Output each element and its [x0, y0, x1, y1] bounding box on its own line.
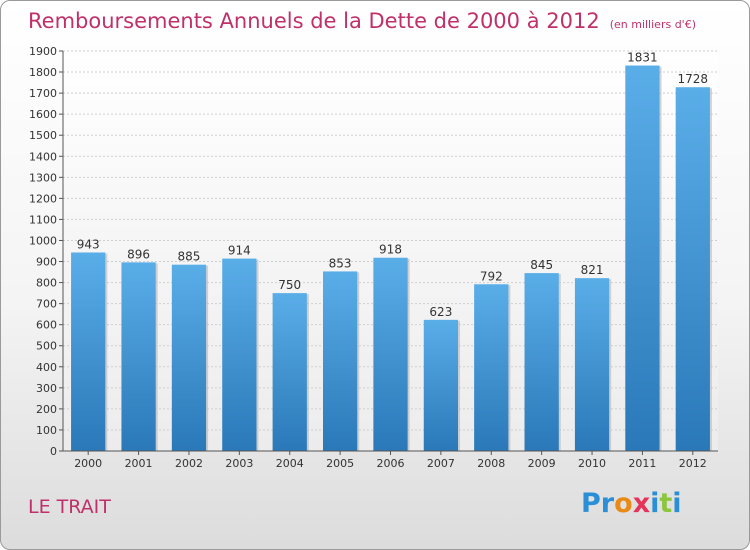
- logo-letter: o: [614, 488, 633, 519]
- x-tick-label: 2005: [326, 457, 354, 470]
- x-tick-label: 2002: [175, 457, 203, 470]
- bar: [675, 87, 710, 452]
- x-tick-label: 2003: [225, 457, 253, 470]
- proxiti-logo[interactable]: Proxiti: [581, 488, 682, 519]
- bar-value-label: 623: [429, 305, 452, 319]
- logo-letter: i: [650, 488, 660, 519]
- y-tick-label: 1600: [29, 108, 57, 121]
- y-tick-label: 500: [36, 340, 57, 353]
- x-tick-label: 2009: [528, 457, 556, 470]
- y-tick-label: 1200: [29, 192, 57, 205]
- bar: [222, 258, 257, 451]
- title-row: Remboursements Annuels de la Dette de 20…: [28, 9, 696, 33]
- y-tick-label: 400: [36, 361, 57, 374]
- bar-value-label: 885: [178, 250, 201, 264]
- unit-label: (en milliers d'€): [609, 18, 696, 31]
- y-tick-label: 600: [36, 319, 57, 332]
- bar-value-label: 853: [329, 256, 352, 270]
- y-tick-label: 700: [36, 298, 57, 311]
- y-tick-label: 1300: [29, 171, 57, 184]
- value-labels: 943 896 885 914 750 853 918 623 792 845 821 1831 172…: [77, 51, 708, 319]
- bar: [373, 257, 408, 451]
- bar-value-label: 918: [379, 243, 402, 257]
- bar-value-label: 1831: [627, 51, 658, 65]
- logo-letter: x: [632, 488, 651, 519]
- bar: [322, 271, 358, 451]
- x-tick-label: 2012: [679, 457, 707, 470]
- y-tick-label: 100: [36, 424, 57, 437]
- commune-name: LE TRAIT: [28, 496, 111, 518]
- bar: [524, 273, 559, 451]
- bar: [574, 278, 610, 451]
- bar: [474, 284, 509, 451]
- bar: [272, 293, 307, 451]
- y-tick-label: 1500: [29, 129, 57, 142]
- logo-letter: i: [672, 488, 682, 519]
- y-tick-label: 200: [36, 403, 57, 416]
- x-tick-label: 2000: [74, 457, 102, 470]
- bar: [71, 252, 106, 451]
- bar-value-label: 943: [77, 237, 100, 251]
- bar: [423, 319, 459, 451]
- logo-letter: t: [659, 488, 673, 519]
- x-tick-label: 2011: [628, 457, 656, 470]
- bar-value-label: 896: [127, 247, 150, 261]
- y-tick-label: 0: [50, 445, 57, 458]
- bar-value-label: 1728: [678, 72, 709, 86]
- y-tick-label: 800: [36, 277, 57, 290]
- y-tick-label: 1700: [29, 87, 57, 100]
- y-tick-label: 1400: [29, 150, 57, 163]
- y-tick-label: 1100: [29, 213, 57, 226]
- x-tick-label: 2007: [427, 457, 455, 470]
- y-tick-label: 1900: [29, 45, 57, 58]
- bar-value-label: 750: [278, 278, 301, 292]
- bar: [625, 65, 660, 452]
- y-axis: 0 100 200 300 400 500 600 700 800 900 1000 1100 1200…: [29, 45, 64, 458]
- logo-letter: r: [600, 488, 615, 519]
- y-tick-label: 300: [36, 382, 57, 395]
- bar-value-label: 821: [581, 263, 604, 277]
- x-axis: 2000 2001 2002 2003 2004 2005 2006 2007 2008 2009…: [63, 450, 718, 470]
- y-tick-label: 1000: [29, 234, 57, 247]
- bars: [71, 65, 712, 452]
- x-tick-label: 2001: [125, 457, 153, 470]
- chart-title: Remboursements Annuels de la Dette de 20…: [28, 9, 600, 33]
- bar-value-label: 845: [530, 258, 553, 272]
- bar-value-label: 914: [228, 244, 251, 258]
- x-tick-label: 2008: [477, 457, 505, 470]
- x-tick-label: 2006: [377, 457, 405, 470]
- logo-letter: P: [581, 488, 601, 519]
- y-tick-label: 900: [36, 256, 57, 269]
- x-tick-label: 2004: [276, 457, 304, 470]
- bar: [121, 262, 156, 451]
- bar-value-label: 792: [480, 269, 503, 283]
- bar: [171, 264, 207, 451]
- x-tick-label: 2010: [578, 457, 606, 470]
- y-tick-label: 1800: [29, 66, 57, 79]
